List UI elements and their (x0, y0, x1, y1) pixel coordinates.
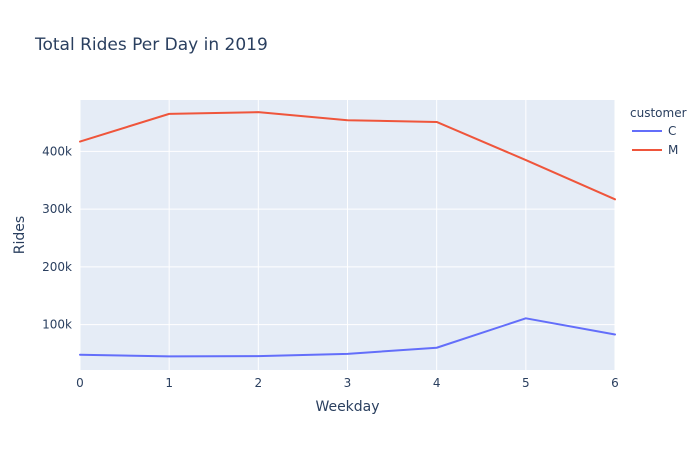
x-axis-ticks: 0 1 2 3 4 5 6 (76, 376, 619, 390)
x-tick-label: 1 (165, 376, 173, 390)
series-line-m (79, 111, 616, 201)
x-axis-title: Weekday (315, 399, 379, 415)
legend: customer CM (630, 106, 687, 157)
y-tick-label: 100k (42, 318, 72, 332)
x-tick-label: 6 (611, 376, 619, 390)
x-tick-label: 0 (76, 376, 84, 390)
legend-title: customer (630, 106, 687, 120)
legend-item-c[interactable]: C (632, 124, 676, 138)
x-tick-label: 4 (433, 376, 441, 390)
legend-item-m[interactable]: M (632, 143, 678, 157)
y-tick-label: 300k (42, 202, 72, 216)
y-tick-label: 400k (42, 144, 72, 158)
x-tick-label: 5 (522, 376, 530, 390)
chart-title: Total Rides Per Day in 2019 (34, 35, 268, 55)
series-lines (79, 111, 616, 358)
y-axis-title: Rides (12, 216, 28, 254)
x-tick-label: 2 (255, 376, 263, 390)
grid-lines (79, 100, 616, 370)
legend-label: C (668, 124, 676, 138)
y-axis-ticks: 100k 200k 300k 400k (42, 144, 72, 331)
x-tick-label: 3 (344, 376, 352, 390)
y-tick-label: 200k (42, 260, 72, 274)
series-line-c (79, 317, 616, 358)
legend-label: M (668, 143, 678, 157)
